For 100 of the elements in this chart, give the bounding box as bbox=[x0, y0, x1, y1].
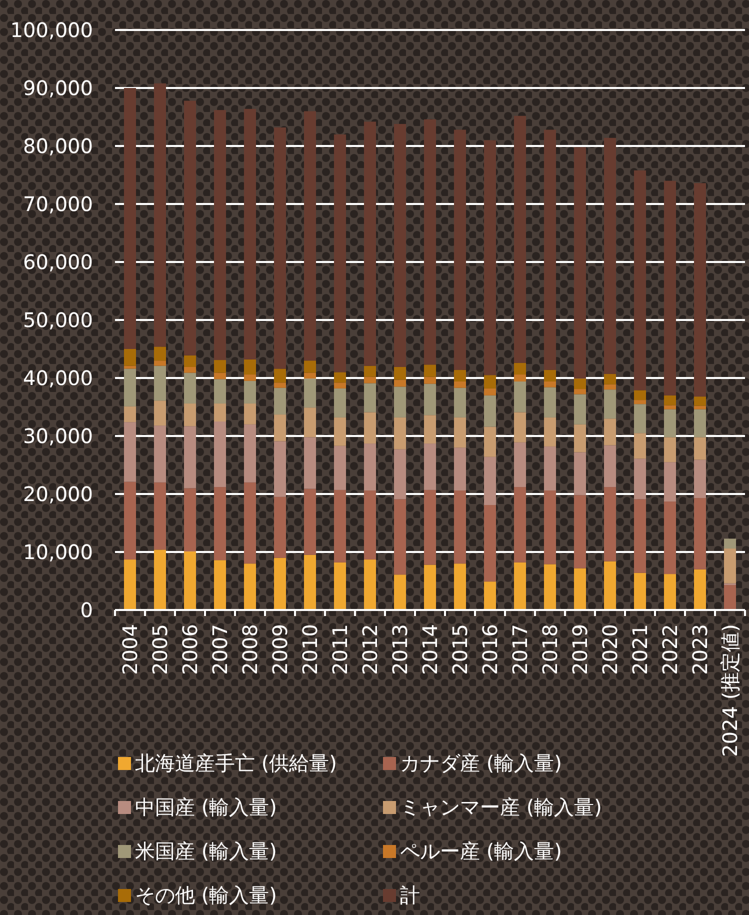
bar bbox=[334, 388, 346, 418]
bar bbox=[664, 462, 676, 502]
bar bbox=[364, 376, 376, 384]
bar bbox=[274, 368, 286, 383]
bar bbox=[514, 412, 526, 442]
legend-label: ペルー産 (輸入量) bbox=[400, 839, 562, 863]
bar bbox=[544, 381, 556, 388]
bar bbox=[394, 380, 406, 387]
bar bbox=[454, 490, 466, 564]
bar bbox=[544, 370, 556, 382]
bar bbox=[364, 444, 376, 491]
bar bbox=[214, 487, 226, 560]
bar bbox=[214, 372, 226, 380]
bar bbox=[304, 372, 316, 379]
bar bbox=[454, 130, 466, 370]
legend-label: ミャンマー産 (輸入量) bbox=[400, 795, 602, 819]
bar bbox=[424, 364, 436, 377]
bar bbox=[664, 409, 676, 438]
bar bbox=[484, 505, 496, 582]
x-tick-label: 2011 bbox=[328, 624, 352, 675]
bar bbox=[634, 390, 646, 400]
bar bbox=[334, 382, 346, 388]
bar bbox=[634, 458, 646, 500]
bar bbox=[634, 433, 646, 459]
bar bbox=[364, 412, 376, 444]
bar bbox=[484, 140, 496, 376]
x-tick-label: 2004 bbox=[118, 624, 142, 675]
bar bbox=[154, 550, 166, 610]
bar bbox=[154, 360, 166, 366]
bar bbox=[574, 378, 586, 390]
bar bbox=[574, 452, 586, 496]
bar bbox=[304, 111, 316, 361]
bar bbox=[424, 415, 436, 444]
bar bbox=[664, 574, 676, 610]
bar bbox=[394, 366, 406, 380]
bar bbox=[304, 408, 316, 438]
bar bbox=[274, 382, 286, 388]
bar bbox=[484, 395, 496, 427]
bar bbox=[514, 562, 526, 610]
bar bbox=[664, 180, 676, 396]
legend-label: 米国産 (輸入量) bbox=[135, 839, 277, 863]
bar bbox=[334, 446, 346, 490]
bar bbox=[244, 359, 256, 375]
bar bbox=[124, 422, 136, 482]
bar bbox=[184, 426, 196, 488]
x-tick-label: 2022 bbox=[658, 624, 682, 675]
y-tick-label: 60,000 bbox=[23, 250, 93, 274]
y-tick-label: 10,000 bbox=[23, 540, 93, 564]
bar bbox=[154, 426, 166, 482]
bar bbox=[184, 366, 196, 373]
bar bbox=[694, 569, 706, 610]
bar bbox=[394, 386, 406, 418]
x-tick-label: 2014 bbox=[418, 624, 442, 675]
bar bbox=[604, 487, 616, 562]
bar bbox=[544, 130, 556, 370]
bar bbox=[484, 375, 496, 388]
bar bbox=[184, 355, 196, 367]
bar bbox=[394, 124, 406, 367]
bar bbox=[634, 170, 646, 390]
bar bbox=[364, 490, 376, 560]
bar bbox=[304, 378, 316, 408]
bar bbox=[124, 406, 136, 422]
bar bbox=[304, 360, 316, 373]
bar bbox=[274, 558, 286, 610]
y-tick-label: 0 bbox=[80, 598, 93, 622]
bar bbox=[694, 406, 706, 410]
y-tick-label: 100,000 bbox=[10, 18, 93, 42]
bar bbox=[694, 183, 706, 397]
bar bbox=[544, 417, 556, 446]
x-tick-label: 2016 bbox=[478, 624, 502, 675]
bar bbox=[424, 444, 436, 490]
y-tick-label: 90,000 bbox=[23, 76, 93, 100]
bar bbox=[694, 460, 706, 498]
bar bbox=[364, 366, 376, 377]
bar bbox=[394, 499, 406, 575]
bar bbox=[544, 564, 556, 610]
bar bbox=[184, 551, 196, 610]
bar bbox=[334, 417, 346, 446]
x-tick-label: 2010 bbox=[298, 624, 322, 675]
bar bbox=[244, 108, 256, 360]
bar bbox=[694, 396, 706, 406]
bar bbox=[214, 560, 226, 610]
legend-label: 北海道産手亡 (供給量) bbox=[135, 751, 337, 775]
x-tick-label: 2013 bbox=[388, 624, 412, 675]
bar bbox=[274, 496, 286, 558]
x-tick-label: 2009 bbox=[268, 624, 292, 675]
x-tick-label: 2024 (推定値) bbox=[718, 624, 742, 757]
bar bbox=[424, 564, 436, 610]
bar bbox=[394, 574, 406, 610]
bar bbox=[214, 422, 226, 488]
x-tick-label: 2018 bbox=[538, 624, 562, 675]
bar bbox=[214, 379, 226, 404]
bar bbox=[664, 502, 676, 574]
legend-label: 計 bbox=[400, 883, 420, 907]
bar bbox=[154, 366, 166, 401]
bar bbox=[154, 482, 166, 550]
bar bbox=[124, 88, 136, 349]
x-tick-label: 2021 bbox=[628, 624, 652, 675]
bar bbox=[574, 394, 586, 424]
bar bbox=[604, 445, 616, 488]
